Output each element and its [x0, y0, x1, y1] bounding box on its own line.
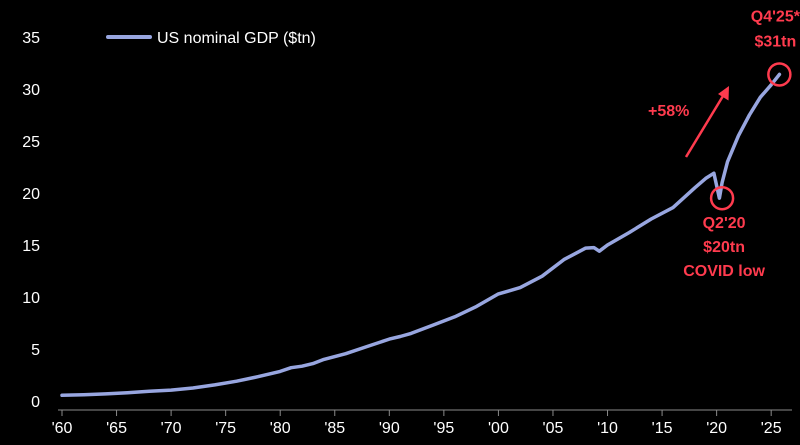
x-tick-label: '90 — [379, 420, 400, 437]
covid-low-label: COVID low — [683, 263, 765, 280]
x-tick-label: '15 — [652, 420, 673, 437]
growth-label: +58% — [648, 103, 689, 120]
x-axis: '60 '65 '70 '75 '80 '85 '90 '95 '00 '05 '10 '15 '20 '… — [52, 409, 792, 437]
growth-arrow — [684, 95, 725, 158]
y-tick-label: 10 — [22, 290, 40, 307]
x-tick-label: '20 — [706, 420, 727, 437]
y-axis: 0 5 10 15 20 25 30 35 — [22, 30, 40, 411]
x-tick-label: '80 — [270, 420, 291, 437]
y-tick-label: 15 — [22, 238, 40, 255]
x-tick-label: '75 — [215, 420, 236, 437]
legend-label: US nominal GDP ($tn) — [157, 30, 316, 47]
latest-value: $31tn — [754, 33, 796, 50]
legend: US nominal GDP ($tn) — [106, 30, 316, 47]
covid-low-value: $20tn — [703, 239, 745, 256]
y-tick-label: 35 — [22, 30, 40, 47]
covid-low-quarter: Q2'20 — [703, 215, 746, 232]
x-tick-label: '10 — [597, 420, 618, 437]
x-tick-label: '05 — [543, 420, 564, 437]
latest-quarter: Q4'25* — [751, 8, 800, 25]
y-tick-label: 0 — [31, 394, 40, 411]
y-tick-label: 5 — [31, 342, 40, 359]
x-tick-label: '00 — [488, 420, 509, 437]
x-tick-label: '95 — [433, 420, 454, 437]
gdp-series-line — [60, 72, 782, 398]
x-tick-label: '70 — [161, 420, 182, 437]
annotations: Q2'20 $20tn COVID low Q4'25* $31tn +58% — [648, 8, 800, 280]
latest-value-marker — [767, 62, 792, 87]
covid-low-marker — [709, 185, 735, 211]
x-tick-label: '85 — [324, 420, 345, 437]
growth-arrowhead — [718, 86, 729, 101]
y-tick-label: 20 — [22, 186, 40, 203]
y-tick-label: 25 — [22, 134, 40, 151]
x-tick-label: '25 — [761, 420, 782, 437]
series-layer — [60, 72, 782, 398]
x-tick-label: '65 — [106, 420, 127, 437]
x-tick-label: '60 — [52, 420, 73, 437]
y-tick-label: 30 — [22, 82, 40, 99]
